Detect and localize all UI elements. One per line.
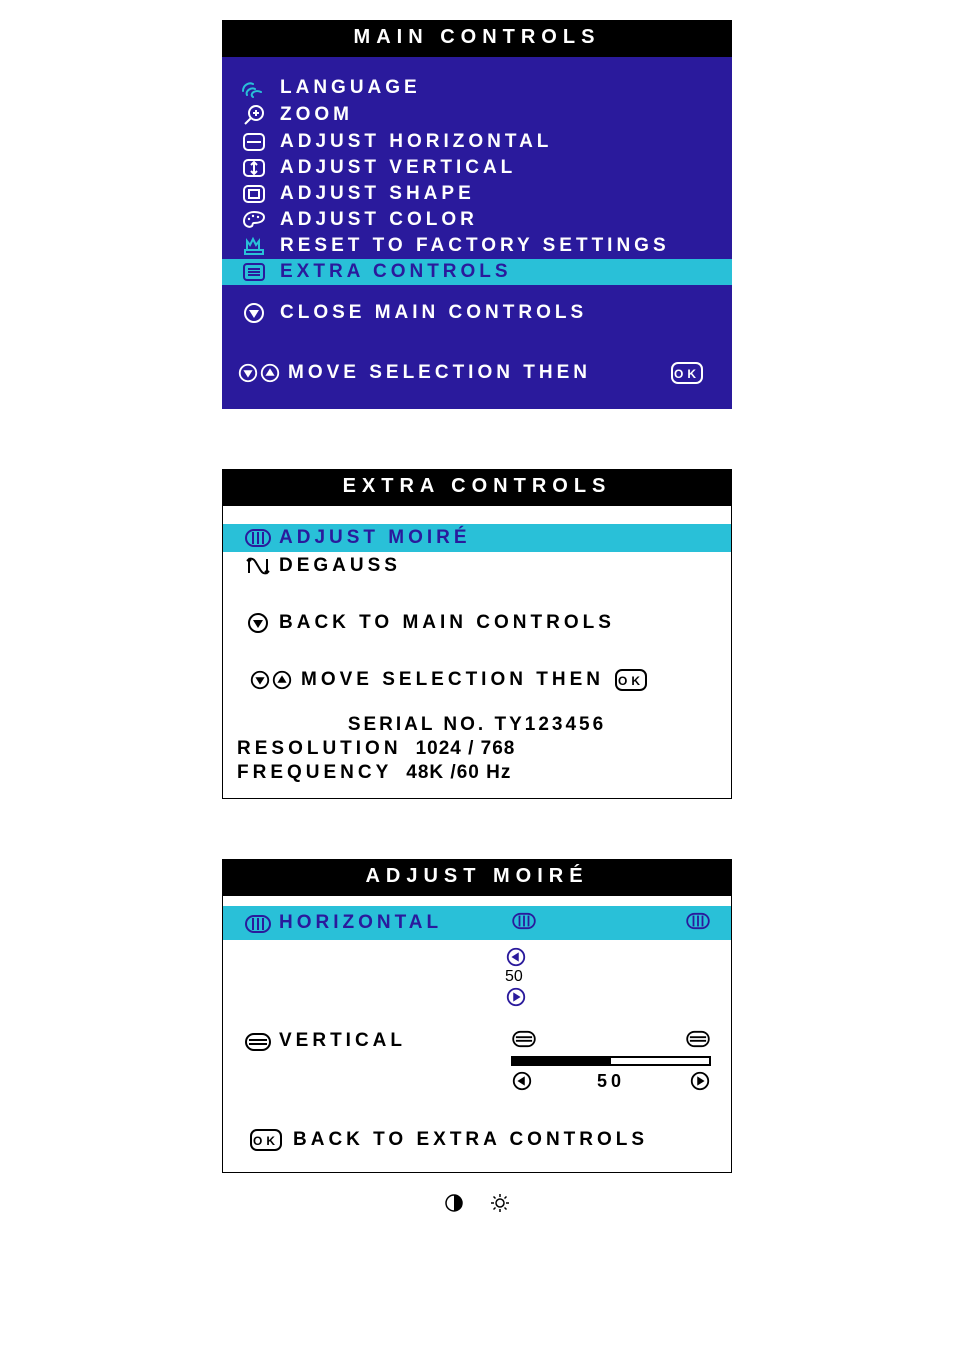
moire-horizontal-control [511, 912, 711, 934]
down-arrow-icon [249, 669, 271, 691]
main-hint-row: MOVE SELECTION THEN OK [222, 361, 732, 385]
moire-horizontal-icon [511, 912, 537, 930]
close-icon [236, 301, 272, 325]
up-arrow-icon [259, 362, 281, 384]
extra-item-label: BACK TO MAIN CONTROLS [279, 612, 615, 634]
contrast-icon [444, 1193, 464, 1213]
menu-item-label: ZOOM [272, 104, 353, 126]
moire-vertical-bar-fill [513, 1058, 611, 1064]
zoom-icon [236, 103, 272, 127]
moire-vertical-value: 50 [597, 1071, 625, 1092]
svg-text:OK: OK [674, 367, 700, 381]
ok-icon: OK [670, 361, 704, 385]
extra-controls-panel: EXTRA CONTROLS ADJUST MOIRÉ DEGAUSS BACK… [222, 469, 732, 799]
resolution-label: RESOLUTION [237, 738, 402, 760]
footer-icons [0, 1193, 954, 1213]
ok-icon: OK [249, 1128, 283, 1152]
menu-item-adjust-shape[interactable]: ADJUST SHAPE [222, 181, 732, 207]
frequency-label: FREQUENCY [237, 762, 392, 784]
menu-item-label: EXTRA CONTROLS [272, 261, 512, 283]
right-arrow-icon[interactable] [689, 1070, 711, 1092]
moire-vertical-icon [237, 1030, 279, 1052]
moire-item-label: VERTICAL [279, 1030, 511, 1052]
moire-item-horizontal[interactable]: HORIZONTAL [223, 906, 731, 940]
right-arrow-icon[interactable] [505, 986, 705, 1008]
menu-item-label: CLOSE MAIN CONTROLS [272, 302, 587, 324]
up-arrow-icon [271, 669, 293, 691]
moire-vertical-icon [511, 1030, 537, 1048]
moire-horizontal-icon [237, 912, 279, 934]
adjust-horizontal-icon [236, 131, 272, 153]
adjust-moire-panel: ADJUST MOIRÉ HORIZONTAL [222, 859, 732, 1173]
menu-item-language[interactable]: LANGUAGE [222, 75, 732, 101]
left-arrow-icon[interactable] [511, 1070, 533, 1092]
moire-vertical-icon [685, 1030, 711, 1048]
down-arrow-icon [237, 362, 259, 384]
main-controls-title: MAIN CONTROLS [222, 20, 732, 57]
menu-item-reset[interactable]: RESET TO FACTORY SETTINGS [222, 233, 732, 259]
moire-vertical-control: 50 [511, 1030, 711, 1092]
serial-label: SERIAL NO. [348, 714, 486, 735]
extra-info-block: SERIAL NO. TY123456 RESOLUTION 1024 / 76… [223, 714, 731, 784]
moire-back-row[interactable]: OK BACK TO EXTRA CONTROLS [223, 1122, 731, 1164]
hint-text: MOVE SELECTION THEN [288, 362, 591, 384]
extra-controls-title: EXTRA CONTROLS [222, 469, 732, 506]
degauss-icon [237, 555, 279, 577]
brightness-icon [490, 1193, 510, 1213]
svg-text:OK: OK [618, 674, 644, 688]
menu-item-label: LANGUAGE [272, 77, 421, 99]
extra-item-label: DEGAUSS [279, 555, 401, 577]
svg-text:OK: OK [253, 1134, 279, 1148]
resolution-value: 1024 / 768 [416, 738, 516, 760]
menu-item-label: ADJUST SHAPE [272, 183, 475, 205]
language-icon [236, 77, 272, 99]
menu-item-zoom[interactable]: ZOOM [222, 101, 732, 129]
extra-hint-row: MOVE SELECTION THEN OK [223, 668, 731, 692]
menu-item-close[interactable]: CLOSE MAIN CONTROLS [222, 299, 732, 327]
ok-icon: OK [614, 668, 648, 692]
frequency-value: 48K /60 Hz [406, 762, 511, 784]
adjust-color-icon [236, 209, 272, 231]
moire-vertical-bar[interactable] [511, 1056, 711, 1066]
moire-item-vertical[interactable]: VERTICAL [223, 1026, 731, 1096]
extra-item-adjust-moire[interactable]: ADJUST MOIRÉ [223, 524, 731, 552]
reset-icon [236, 235, 272, 257]
left-arrow-icon[interactable] [505, 946, 705, 968]
hint-text: MOVE SELECTION THEN [301, 669, 604, 691]
menu-item-label: ADJUST VERTICAL [272, 157, 516, 179]
close-icon [237, 611, 279, 635]
moire-back-label: BACK TO EXTRA CONTROLS [293, 1129, 648, 1151]
menu-item-adjust-horizontal[interactable]: ADJUST HORIZONTAL [222, 129, 732, 155]
menu-item-adjust-color[interactable]: ADJUST COLOR [222, 207, 732, 233]
menu-item-adjust-vertical[interactable]: ADJUST VERTICAL [222, 155, 732, 181]
adjust-moire-title: ADJUST MOIRÉ [222, 859, 732, 896]
adjust-shape-icon [236, 183, 272, 205]
moire-item-label: HORIZONTAL [279, 912, 511, 934]
main-controls-panel: MAIN CONTROLS LANGUAGE ZOOM ADJUST HORIZ… [222, 20, 732, 409]
adjust-vertical-icon [236, 157, 272, 179]
extra-item-back[interactable]: BACK TO MAIN CONTROLS [223, 608, 731, 638]
extra-item-label: ADJUST MOIRÉ [279, 527, 471, 549]
moire-horizontal-value: 50 [505, 968, 523, 985]
extra-controls-icon [236, 261, 272, 283]
menu-item-label: RESET TO FACTORY SETTINGS [272, 235, 670, 257]
moire-horizontal-slider-area: 50 [223, 940, 731, 1026]
menu-item-label: ADJUST COLOR [272, 209, 478, 231]
serial-value: TY123456 [494, 714, 606, 735]
extra-item-degauss[interactable]: DEGAUSS [223, 552, 731, 580]
menu-item-label: ADJUST HORIZONTAL [272, 131, 552, 153]
moire-horizontal-icon [237, 528, 279, 548]
menu-item-extra-controls[interactable]: EXTRA CONTROLS [222, 259, 732, 285]
moire-horizontal-icon [685, 912, 711, 930]
